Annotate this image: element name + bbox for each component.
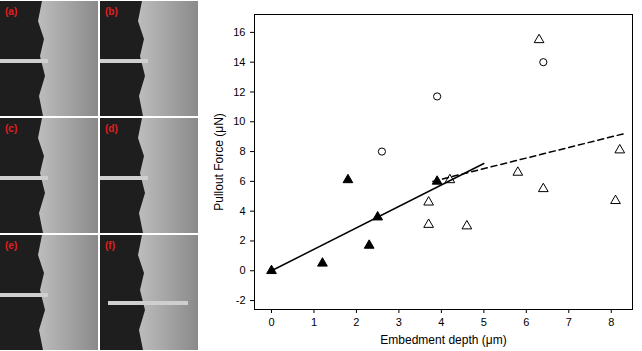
svg-text:2: 2 — [239, 234, 245, 246]
svg-text:14: 14 — [233, 56, 245, 68]
svg-text:(f): (f) — [105, 240, 115, 251]
svg-text:8: 8 — [239, 145, 245, 157]
svg-text:4: 4 — [239, 205, 245, 217]
svg-text:1: 1 — [311, 316, 317, 328]
svg-text:10: 10 — [233, 115, 245, 127]
svg-text:(a): (a) — [5, 6, 17, 17]
svg-text:Pullout Force (μN): Pullout Force (μN) — [212, 113, 226, 211]
svg-text:Embedment depth (μm): Embedment depth (μm) — [380, 333, 506, 347]
svg-text:7: 7 — [566, 316, 572, 328]
svg-text:2: 2 — [353, 316, 359, 328]
svg-text:(b): (b) — [105, 6, 118, 17]
svg-text:0: 0 — [239, 264, 245, 276]
svg-text:12: 12 — [233, 85, 245, 97]
svg-text:(c): (c) — [5, 123, 17, 134]
svg-text:0: 0 — [268, 316, 274, 328]
svg-text:4: 4 — [438, 316, 444, 328]
svg-text:6: 6 — [523, 316, 529, 328]
svg-text:(d): (d) — [105, 123, 118, 134]
svg-text:8: 8 — [608, 316, 614, 328]
svg-text:(e): (e) — [5, 240, 17, 251]
svg-text:16: 16 — [233, 26, 245, 38]
svg-text:6: 6 — [239, 175, 245, 187]
svg-text:5: 5 — [481, 316, 487, 328]
svg-text:3: 3 — [396, 316, 402, 328]
svg-text:-2: -2 — [236, 294, 246, 306]
